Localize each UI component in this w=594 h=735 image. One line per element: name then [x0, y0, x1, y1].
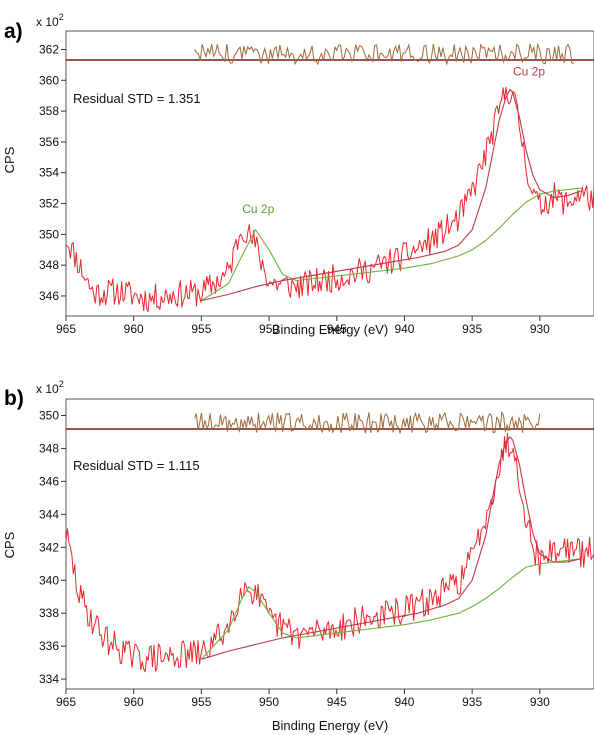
- y-tick-label: 350: [39, 227, 59, 241]
- panel-a-x-axis-label: Binding Energy (eV): [272, 322, 388, 337]
- x-tick-label: 960: [124, 322, 144, 336]
- x-tick-label: 935: [462, 695, 482, 709]
- y-tick-label: 338: [39, 606, 59, 620]
- panel-a-residual-std: Residual STD = 1.351: [73, 91, 201, 106]
- panel-a-tag: a): [4, 20, 23, 43]
- x-tick-label: 930: [530, 322, 550, 336]
- x-tick-label: 950: [259, 695, 279, 709]
- panel-b-multiplier: x 102: [36, 379, 64, 396]
- y-tick-label: 354: [39, 166, 59, 180]
- x-tick-label: 935: [462, 322, 482, 336]
- panel-b-residual: [195, 412, 540, 433]
- y-tick-label: 350: [39, 408, 59, 422]
- x-tick-label: 965: [56, 322, 76, 336]
- panel-b-frame: [66, 399, 594, 689]
- panel-b-y-ticks: 334 336 338 340 342 344 346 348 350: [39, 408, 66, 686]
- residual-line: [195, 44, 574, 64]
- y-tick-label: 352: [39, 197, 59, 211]
- x-tick-label: 960: [124, 695, 144, 709]
- panel-a-series: [66, 87, 594, 311]
- y-tick-label: 340: [39, 573, 59, 587]
- x-tick-label: 955: [191, 322, 211, 336]
- x-tick-label: 945: [327, 695, 347, 709]
- panel-a-multiplier: x 102: [36, 12, 64, 29]
- x-tick-label: 965: [56, 695, 76, 709]
- peak-label: Cu 2p: [242, 202, 274, 216]
- panel-a-peak-labels: Cu 2p Cu 2p: [242, 65, 545, 216]
- y-tick-label: 346: [39, 289, 59, 303]
- panel-a-y-ticks: 346 348 350 352 354 356 358 360 362: [39, 42, 66, 302]
- raw-series-line: [66, 87, 594, 311]
- y-tick-label: 362: [39, 42, 59, 56]
- panel-a-residual: [195, 44, 574, 64]
- y-tick-label: 348: [39, 441, 59, 455]
- x-tick-label: 930: [530, 695, 550, 709]
- panel-b-residual-std: Residual STD = 1.115: [73, 458, 200, 473]
- panel-b-x-axis-label: Binding Energy (eV): [272, 718, 388, 733]
- y-tick-label: 336: [39, 639, 59, 653]
- y-tick-label: 346: [39, 474, 59, 488]
- panel-b-x-ticks: 965 960 955 950 945 940 935 930: [56, 689, 550, 709]
- residual-line: [195, 412, 540, 433]
- y-tick-label: 342: [39, 540, 59, 554]
- panel-a-y-axis-label: CPS: [2, 146, 17, 173]
- y-tick-label: 360: [39, 73, 59, 87]
- x-tick-label: 940: [394, 695, 414, 709]
- y-tick-label: 358: [39, 104, 59, 118]
- panel-b-y-axis-label: CPS: [2, 531, 17, 558]
- y-tick-label: 344: [39, 507, 59, 521]
- y-tick-label: 334: [39, 672, 59, 686]
- y-tick-label: 348: [39, 258, 59, 272]
- y-tick-label: 356: [39, 135, 59, 149]
- x-tick-label: 940: [394, 322, 414, 336]
- panel-b-tag: b): [4, 387, 24, 410]
- peak-label: Cu 2p: [513, 65, 545, 79]
- panel-a: a) x 102 Residual STD = 1.351 3463483503…: [2, 12, 594, 337]
- panel-b: b) x 102 Residual STD = 1.115 3343363383…: [2, 379, 594, 733]
- x-tick-label: 955: [191, 695, 211, 709]
